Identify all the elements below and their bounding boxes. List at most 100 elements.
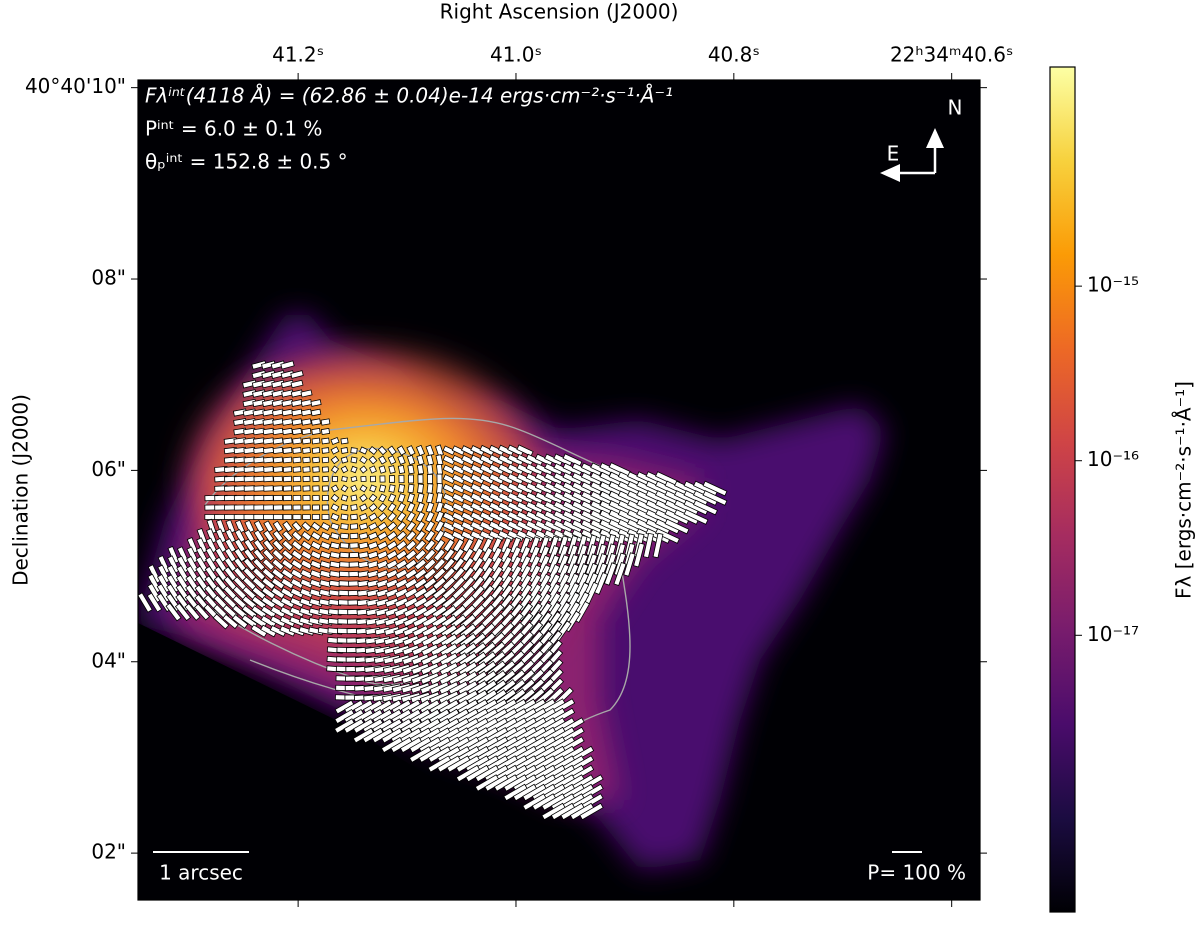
polarization-vector: [322, 494, 329, 502]
polarization-vector: [312, 494, 320, 502]
polarization-vector: [490, 556, 503, 573]
polarization-vector: [376, 540, 389, 551]
polarization-vector: [412, 606, 429, 618]
polarization-vector: [507, 511, 524, 523]
polarization-vector: [507, 492, 524, 504]
polarization-vector: [262, 558, 275, 571]
polarization-vector: [272, 514, 284, 520]
polarization-vector: [406, 454, 416, 466]
polarization-vector: [279, 625, 296, 637]
polarization-vector: [310, 408, 322, 417]
polarization-vector: [215, 519, 227, 534]
polarization-vector: [330, 532, 340, 540]
polarization-vector: [310, 399, 322, 407]
polarization-vector: [424, 520, 436, 533]
polarization-vector: [643, 532, 654, 559]
polarization-vector: [253, 494, 265, 502]
polarization-vector: [339, 561, 350, 568]
polarization-vector: [377, 512, 388, 522]
polarization-vector: [280, 577, 295, 590]
polarization-vector: [350, 513, 358, 521]
polarization-vector: [349, 532, 359, 540]
polarization-vector: [406, 492, 416, 504]
polarization-vector: [273, 494, 283, 502]
polarization-vector: [320, 427, 331, 436]
polarization-vector: [311, 447, 321, 454]
polarization-vector: [339, 551, 350, 559]
compass-north: N: [948, 96, 963, 120]
polarization-vector: [270, 605, 286, 619]
polarization-vector: [350, 484, 358, 493]
polarization-vector: [310, 540, 322, 551]
polarization-vector: [462, 538, 474, 553]
polarization-vector: [242, 557, 257, 572]
polarization-vector: [497, 444, 515, 457]
polarization-vector: [387, 511, 397, 523]
polarization-vector: [186, 546, 199, 564]
polarization-vector: [442, 464, 456, 475]
polarization-vector: [406, 511, 416, 523]
polarization-vector: [490, 546, 503, 564]
polarization-vector: [271, 548, 285, 562]
polarization-vector: [302, 456, 311, 464]
polarization-vector: [291, 418, 303, 426]
polarization-vector: [329, 551, 341, 559]
polarization-vector: [340, 523, 349, 530]
polarization-vector: [367, 531, 379, 541]
polarization-vector: [222, 613, 239, 630]
polarization-vector: [470, 492, 485, 504]
polarization-vector: [395, 530, 408, 542]
polarization-vector: [270, 586, 286, 600]
polarization-vector: [340, 494, 349, 502]
polarization-vector: [290, 370, 304, 379]
polarization-vector: [404, 558, 418, 571]
polarization-vector: [272, 437, 284, 445]
polarization-vector: [490, 537, 503, 554]
polarization-vector: [416, 464, 425, 475]
polarization-vector: [498, 473, 514, 485]
polarization-vector: [412, 615, 429, 628]
polarization-vector: [395, 540, 408, 551]
polarization-vector: [378, 493, 387, 503]
polarization-vector: [224, 538, 237, 553]
polarization-vector: [421, 634, 439, 647]
polarization-vector: [292, 447, 302, 454]
polarization-vector: [250, 614, 268, 629]
polarization-vector: [243, 475, 256, 483]
polarization-vector: [340, 513, 349, 521]
polarization-vector: [516, 444, 534, 457]
polarization-vector: [330, 503, 340, 512]
polarization-vector: [652, 532, 664, 559]
polarization-vector: [412, 596, 429, 609]
polarization-vector: [311, 437, 321, 445]
polarization-vector: [404, 549, 418, 561]
polarization-vector: [633, 542, 645, 568]
polarization-vector: [291, 521, 303, 532]
polarization-vector: [302, 466, 311, 473]
polarization-vector: [302, 514, 311, 520]
polarization-vector: [442, 483, 456, 494]
polarization-vector: [516, 501, 534, 514]
polarization-vector: [421, 615, 439, 628]
polarization-vector: [253, 475, 265, 483]
polarization-vector: [212, 613, 230, 630]
polarization-vector: [280, 568, 295, 580]
polarization-vector: [358, 532, 369, 540]
polarization-vector: [516, 472, 534, 486]
polarization-vector: [402, 634, 420, 647]
x-tick-label: 41.2ˢ: [272, 43, 324, 67]
polarization-vector: [411, 644, 430, 656]
polarization-vector: [516, 520, 534, 533]
polarization-vector: [423, 548, 437, 562]
polarization-vector: [312, 456, 320, 464]
polarization-vector: [396, 511, 407, 523]
polarization-vector: [461, 454, 475, 466]
vector-scale-label: P= 100 %: [867, 861, 966, 885]
polarization-vector: [507, 454, 524, 466]
polarization-vector: [497, 463, 515, 476]
polarization-vector: [330, 455, 340, 465]
polarization-vector: [186, 537, 199, 554]
polarization-vector: [471, 537, 484, 554]
polarization-vector: [613, 562, 627, 586]
polarization-vector: [321, 447, 330, 454]
